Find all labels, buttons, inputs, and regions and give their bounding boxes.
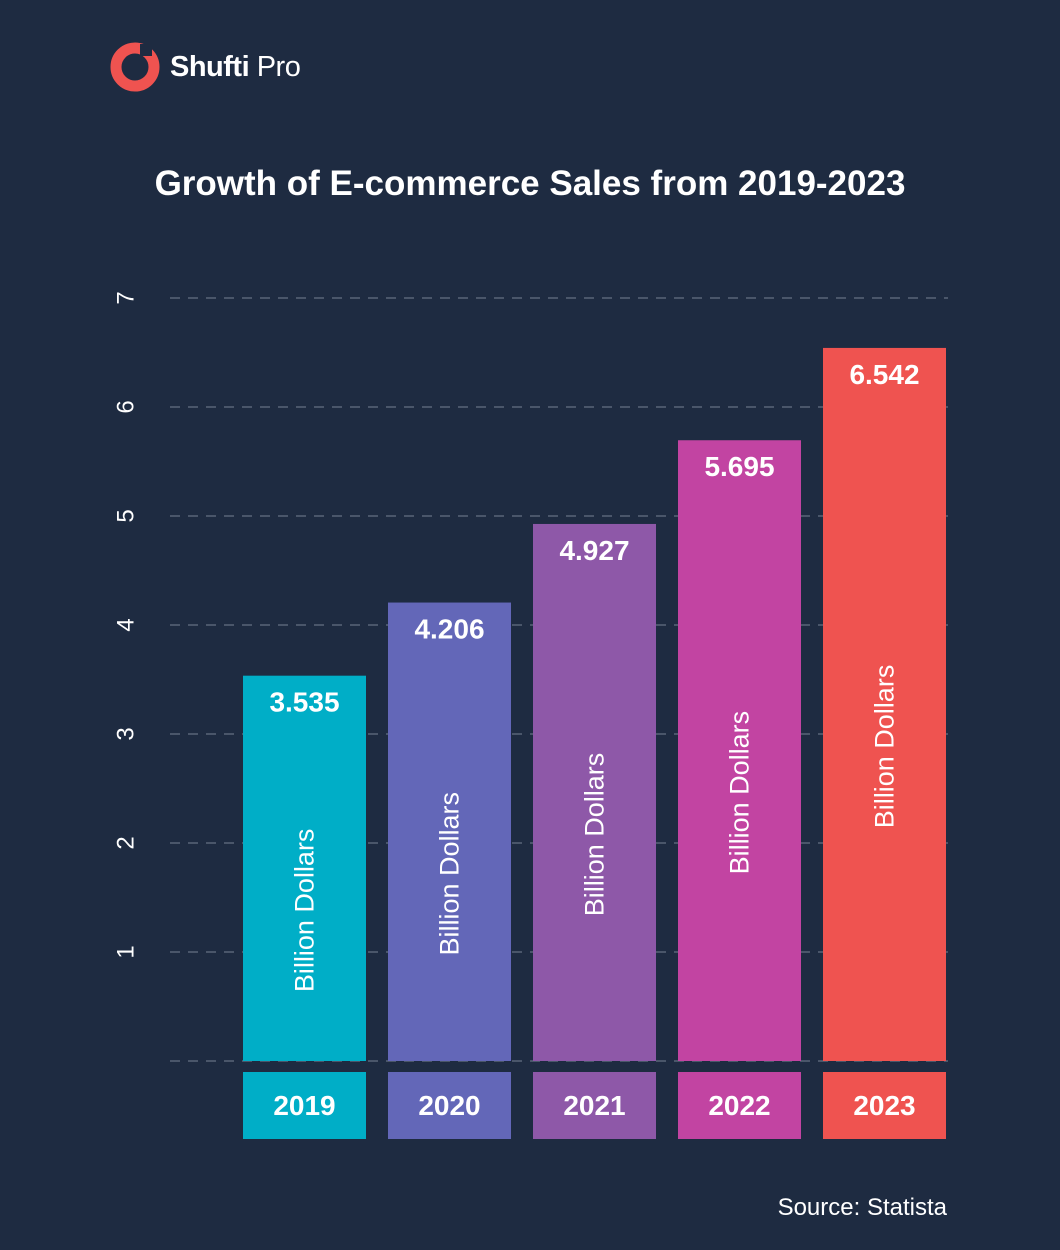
value-label-2020: 4.206 <box>414 614 484 645</box>
value-label-2023: 6.542 <box>849 359 919 390</box>
brand-logo: Shufti Pro <box>110 40 370 96</box>
source-note: Source: Statista <box>777 1194 947 1221</box>
year-box-2020 <box>388 1072 511 1139</box>
y-tick-label-7: 7 <box>113 291 140 304</box>
brand-name-bold: Shufti <box>170 51 250 83</box>
logo-mark-icon <box>110 42 160 92</box>
chart-title: Growth of E-commerce Sales from 2019-202… <box>154 164 906 203</box>
x-tick-label-2019: 2019 <box>273 1090 335 1121</box>
y-tick-label-4: 4 <box>113 618 140 631</box>
year-box-2022 <box>678 1072 801 1139</box>
logo-ring <box>110 42 160 92</box>
y-tick-label-1: 1 <box>113 945 140 958</box>
unit-label-2023: Billion Dollars <box>870 665 900 829</box>
brand-name: Shufti Pro <box>170 50 301 84</box>
x-tick-label-2023: 2023 <box>853 1090 915 1121</box>
brand-name-regular: Pro <box>249 51 301 83</box>
x-tick-label-2021: 2021 <box>563 1090 625 1121</box>
x-tick-label-2020: 2020 <box>418 1090 480 1121</box>
value-label-2022: 5.695 <box>704 451 774 482</box>
y-tick-label-2: 2 <box>113 836 140 849</box>
unit-label-2021: Billion Dollars <box>580 753 610 917</box>
unit-label-2019: Billion Dollars <box>290 829 320 993</box>
logo-notch <box>140 44 152 56</box>
value-label-2019: 3.535 <box>269 687 339 718</box>
unit-label-2020: Billion Dollars <box>435 792 465 956</box>
bar-2021 <box>533 523 656 1061</box>
value-label-2021: 4.927 <box>559 535 629 566</box>
x-tick-label-2022: 2022 <box>708 1090 770 1121</box>
year-box-2023 <box>823 1072 946 1139</box>
year-box-2021 <box>533 1072 656 1139</box>
unit-label-2022: Billion Dollars <box>725 711 755 875</box>
year-box-2019 <box>243 1072 366 1139</box>
bar-2023 <box>823 347 946 1061</box>
y-tick-label-5: 5 <box>113 509 140 522</box>
y-tick-label-6: 6 <box>113 400 140 413</box>
bar-2022 <box>678 440 801 1061</box>
bar-2020 <box>388 602 511 1061</box>
y-tick-label-3: 3 <box>113 727 140 740</box>
bar-2019 <box>243 675 366 1061</box>
